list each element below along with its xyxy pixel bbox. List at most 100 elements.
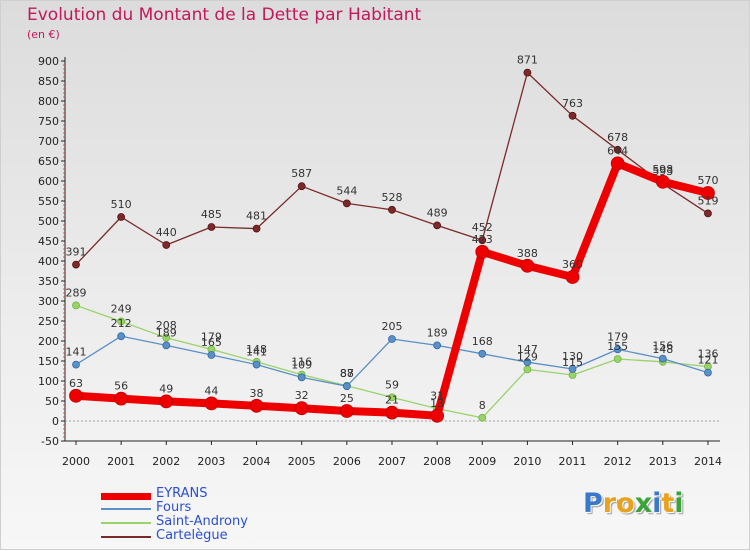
x-tick-label: 2012 bbox=[604, 455, 632, 468]
y-tick-label: 100 bbox=[38, 375, 59, 388]
data-point bbox=[388, 335, 396, 343]
y-tick-label: 750 bbox=[38, 115, 59, 128]
logo-letter: x bbox=[634, 488, 653, 519]
data-label: 121 bbox=[697, 354, 718, 367]
data-label: 56 bbox=[114, 380, 128, 393]
data-label: 8 bbox=[479, 399, 486, 412]
data-point bbox=[162, 241, 171, 249]
data-point bbox=[162, 333, 171, 342]
data-point bbox=[475, 244, 490, 259]
data-label: 179 bbox=[607, 330, 628, 343]
data-label: 165 bbox=[201, 336, 222, 349]
data-label: 485 bbox=[201, 208, 222, 221]
data-point bbox=[655, 174, 670, 189]
data-label: 59 bbox=[385, 378, 399, 391]
y-tick-label: 400 bbox=[38, 255, 59, 268]
x-tick-label: 2006 bbox=[333, 455, 361, 468]
data-label: 871 bbox=[517, 54, 538, 67]
y-tick-label: 850 bbox=[38, 75, 59, 88]
data-label: 489 bbox=[427, 206, 448, 219]
data-point bbox=[613, 345, 622, 354]
data-label: 49 bbox=[159, 382, 173, 395]
proxiti-logo: Proxiti bbox=[583, 488, 684, 519]
logo-letter: t bbox=[661, 488, 675, 519]
chart-title: Evolution du Montant de la Dette par Hab… bbox=[27, 5, 422, 25]
y-tick-label: -50 bbox=[41, 435, 59, 448]
y-tick-label: 600 bbox=[38, 175, 59, 188]
data-point bbox=[568, 111, 577, 120]
data-point bbox=[339, 404, 354, 418]
data-label: 130 bbox=[562, 350, 583, 363]
logo-letter: P bbox=[583, 488, 603, 519]
x-tick-label: 2000 bbox=[62, 455, 90, 468]
logo-letter: i bbox=[674, 488, 684, 519]
data-label: 141 bbox=[246, 346, 267, 359]
y-tick-label: 0 bbox=[52, 415, 59, 428]
data-point bbox=[658, 354, 667, 363]
data-point bbox=[159, 394, 174, 409]
x-tick-label: 2011 bbox=[559, 455, 587, 468]
data-point bbox=[162, 341, 171, 350]
x-tick-label: 2002 bbox=[152, 455, 180, 468]
data-point bbox=[430, 408, 445, 423]
data-point bbox=[523, 68, 532, 77]
data-label: 391 bbox=[66, 246, 87, 259]
data-point bbox=[342, 199, 351, 208]
data-label: 208 bbox=[156, 319, 177, 332]
legend-swatch bbox=[101, 508, 151, 510]
data-point bbox=[388, 393, 396, 402]
y-tick-label: 300 bbox=[38, 295, 59, 308]
y-tick-label: 700 bbox=[38, 135, 59, 148]
logo-letter: i bbox=[652, 488, 662, 519]
data-label: 32 bbox=[295, 389, 309, 402]
data-point bbox=[117, 317, 126, 326]
data-label: 116 bbox=[291, 356, 312, 369]
data-label: 179 bbox=[201, 330, 222, 343]
y-tick-label: 350 bbox=[38, 275, 59, 288]
data-label: 87 bbox=[340, 367, 354, 380]
logo-letter: r bbox=[602, 488, 617, 519]
data-label: 148 bbox=[652, 343, 673, 356]
data-point bbox=[565, 270, 580, 284]
data-label: 109 bbox=[291, 358, 312, 371]
data-point bbox=[117, 332, 126, 341]
x-tick-label: 2009 bbox=[468, 455, 496, 468]
data-point bbox=[249, 398, 264, 413]
data-label: 249 bbox=[111, 302, 132, 315]
y-tick-label: 800 bbox=[38, 95, 59, 108]
data-point bbox=[69, 388, 83, 403]
data-label: 452 bbox=[472, 221, 493, 234]
data-label: 598 bbox=[652, 163, 673, 176]
legend-label: Fours bbox=[156, 500, 192, 515]
y-tick-label: 550 bbox=[38, 195, 59, 208]
data-point bbox=[701, 186, 715, 200]
data-point bbox=[117, 213, 126, 221]
data-label: 88 bbox=[340, 367, 354, 380]
data-point bbox=[433, 341, 442, 350]
x-tick-label: 2008 bbox=[423, 455, 451, 468]
legend-swatch bbox=[101, 522, 151, 524]
data-label: 519 bbox=[697, 194, 718, 207]
data-label: 13 bbox=[430, 397, 444, 410]
x-tick-label: 2003 bbox=[197, 455, 225, 468]
data-point bbox=[252, 224, 261, 233]
data-label: 189 bbox=[156, 326, 177, 339]
x-tick-label: 2001 bbox=[107, 455, 135, 468]
data-label: 763 bbox=[562, 97, 583, 110]
data-label: 156 bbox=[652, 340, 673, 353]
data-label: 440 bbox=[156, 226, 177, 239]
data-label: 136 bbox=[697, 348, 718, 361]
data-point bbox=[204, 396, 219, 411]
data-label: 528 bbox=[381, 191, 402, 204]
data-point bbox=[72, 301, 80, 310]
data-label: 63 bbox=[69, 377, 83, 390]
y-tick-label: 150 bbox=[38, 355, 59, 368]
y-tick-label: 500 bbox=[38, 215, 59, 228]
data-label: 25 bbox=[340, 392, 354, 405]
data-point bbox=[523, 365, 532, 374]
legend-label: Saint-Androny bbox=[156, 514, 248, 529]
data-point bbox=[613, 145, 622, 154]
data-label: 644 bbox=[607, 144, 628, 157]
logo-letter: o bbox=[616, 488, 635, 519]
y-tick-label: 200 bbox=[38, 335, 59, 348]
